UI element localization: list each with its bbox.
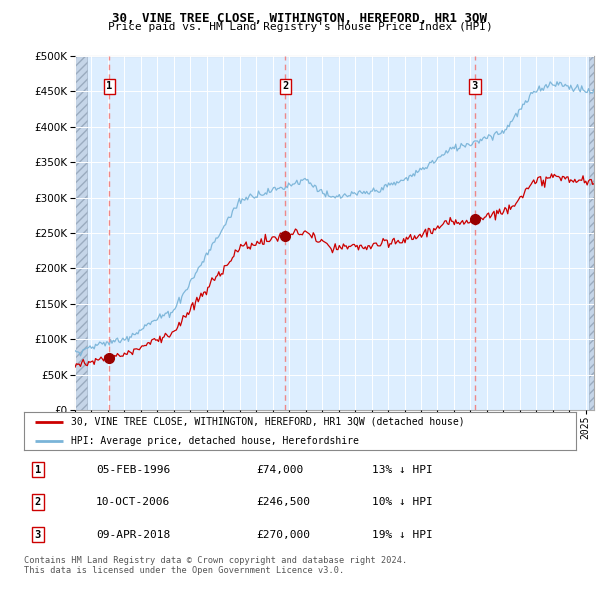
Text: 2: 2: [35, 497, 41, 507]
Text: 1: 1: [35, 464, 41, 474]
Text: 10-OCT-2006: 10-OCT-2006: [96, 497, 170, 507]
Text: Price paid vs. HM Land Registry's House Price Index (HPI): Price paid vs. HM Land Registry's House …: [107, 22, 493, 32]
Text: 19% ↓ HPI: 19% ↓ HPI: [372, 530, 433, 540]
Text: £270,000: £270,000: [256, 530, 310, 540]
Text: 30, VINE TREE CLOSE, WITHINGTON, HEREFORD, HR1 3QW (detached house): 30, VINE TREE CLOSE, WITHINGTON, HEREFOR…: [71, 417, 464, 427]
Text: 2: 2: [282, 81, 289, 91]
Text: 3: 3: [472, 81, 478, 91]
Text: £246,500: £246,500: [256, 497, 310, 507]
Text: 10% ↓ HPI: 10% ↓ HPI: [372, 497, 433, 507]
Text: 30, VINE TREE CLOSE, WITHINGTON, HEREFORD, HR1 3QW: 30, VINE TREE CLOSE, WITHINGTON, HEREFOR…: [113, 12, 487, 25]
Text: 09-APR-2018: 09-APR-2018: [96, 530, 170, 540]
Text: HPI: Average price, detached house, Herefordshire: HPI: Average price, detached house, Here…: [71, 437, 359, 447]
Bar: [589, 56, 594, 410]
Bar: [75, 56, 88, 410]
Text: 1: 1: [106, 81, 113, 91]
Text: 13% ↓ HPI: 13% ↓ HPI: [372, 464, 433, 474]
Text: £74,000: £74,000: [256, 464, 303, 474]
Text: Contains HM Land Registry data © Crown copyright and database right 2024.
This d: Contains HM Land Registry data © Crown c…: [24, 556, 407, 575]
Text: 3: 3: [35, 530, 41, 540]
Text: 05-FEB-1996: 05-FEB-1996: [96, 464, 170, 474]
